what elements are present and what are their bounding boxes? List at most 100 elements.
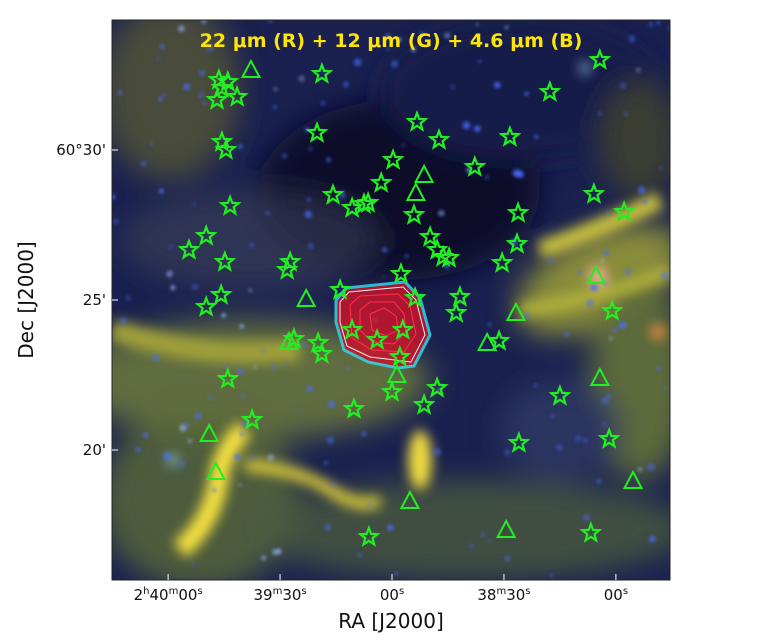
star-marker <box>612 199 636 222</box>
background-source <box>504 448 511 456</box>
background-source <box>353 58 362 67</box>
background-source <box>609 336 613 341</box>
star-marker <box>218 193 242 216</box>
background-source <box>163 452 172 461</box>
star-marker <box>505 231 529 254</box>
triangle-marker <box>399 489 421 509</box>
background-source <box>603 250 610 256</box>
star-marker <box>437 245 461 268</box>
star-marker <box>380 379 404 402</box>
triangle-marker <box>496 518 517 538</box>
axis-ticks: 2h40m00s 39m30s 00s 38m30s 00s 60°30' 25' 20' <box>56 141 628 604</box>
background-source <box>270 364 277 370</box>
star-marker <box>405 109 429 132</box>
background-source <box>473 125 481 133</box>
background-source <box>469 544 473 548</box>
star-marker <box>588 47 612 70</box>
triangle-marker <box>413 163 435 183</box>
background-source <box>298 75 305 82</box>
star-marker <box>597 426 621 449</box>
triangle-marker <box>622 469 644 489</box>
background-source <box>236 367 245 376</box>
background-source <box>304 210 313 219</box>
background-source <box>191 562 195 567</box>
background-source <box>221 313 226 318</box>
background-source <box>120 317 128 325</box>
background-source <box>549 573 554 577</box>
background-source <box>598 112 602 116</box>
background-source <box>326 436 334 444</box>
background-source <box>197 91 205 99</box>
star-marker <box>340 195 364 218</box>
background-source <box>600 259 605 263</box>
background-source <box>345 366 350 371</box>
star-marker <box>210 75 234 98</box>
background-source <box>564 332 569 337</box>
background-source <box>637 466 643 472</box>
background-source <box>283 363 287 367</box>
star-marker <box>209 282 233 305</box>
background-source <box>493 81 501 89</box>
background-source <box>656 21 661 25</box>
background-source <box>596 478 602 484</box>
background-source <box>308 146 313 152</box>
background-source <box>307 242 315 250</box>
background-source <box>484 175 489 180</box>
star-marker <box>177 237 201 260</box>
background-source <box>648 535 656 543</box>
star-marker <box>306 330 330 353</box>
background-source <box>475 22 479 26</box>
star-marker <box>579 520 603 543</box>
x-tick-label: 38m30s <box>477 586 530 604</box>
triangle-marker <box>386 363 408 383</box>
background-source <box>624 268 632 276</box>
background-source <box>419 31 424 36</box>
triangle-marker <box>505 301 527 321</box>
y-tick-label: 25' <box>83 291 106 309</box>
background-source <box>112 218 119 225</box>
background-source <box>390 60 399 68</box>
background-source <box>586 299 594 307</box>
background-source <box>261 555 267 561</box>
triangle-marker <box>589 366 610 386</box>
background-source <box>183 422 190 429</box>
background-source <box>281 153 288 159</box>
background-source <box>602 422 607 426</box>
star-marker <box>431 244 455 267</box>
background-source <box>194 412 202 420</box>
x-tick-label: 00s <box>380 586 404 604</box>
background-source <box>342 81 349 88</box>
background-source <box>612 327 618 334</box>
star-marker <box>506 200 530 223</box>
background-source <box>606 393 612 399</box>
background-source <box>385 46 390 52</box>
y-tick-label: 60°30' <box>56 141 106 159</box>
background-source <box>480 532 485 537</box>
background-source <box>487 322 492 327</box>
triangle-marker <box>278 330 300 350</box>
background-source <box>574 435 582 442</box>
background-source <box>648 21 654 27</box>
star-marker <box>340 317 364 340</box>
background-source <box>306 197 311 202</box>
background-source <box>273 87 278 92</box>
background-source <box>661 271 669 280</box>
chart-title: 22 μm (R) + 12 μm (G) + 4.6 μm (B) <box>200 30 583 52</box>
background-source <box>659 166 663 170</box>
star-marker <box>463 154 487 177</box>
background-source <box>273 105 277 110</box>
star-marker <box>490 250 514 273</box>
y-axis-label: Dec [J2000] <box>14 241 38 358</box>
star-marker <box>310 341 334 364</box>
background-source <box>300 408 304 412</box>
background-source <box>249 242 255 248</box>
background-source <box>410 46 417 53</box>
background-source <box>487 538 492 543</box>
background-source <box>504 555 511 562</box>
star-marker <box>225 84 249 107</box>
background-source <box>267 454 274 461</box>
star-marker <box>321 182 345 205</box>
star-marker <box>444 300 468 323</box>
triangle-marker <box>240 58 262 78</box>
